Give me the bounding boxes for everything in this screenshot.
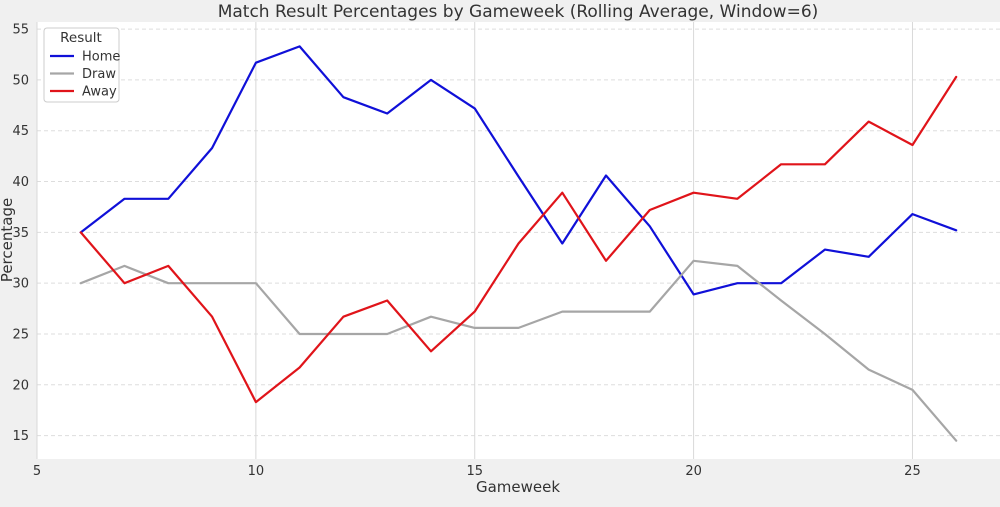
- y-axis-ticks: 15 20 25 30 35 40 45 50 55: [12, 23, 29, 445]
- x-axis-label: Gameweek: [476, 478, 560, 496]
- series-line-away: [79, 75, 958, 404]
- legend-title: Result: [60, 30, 102, 46]
- x-tick-label: 10: [248, 464, 265, 479]
- chart-title: Match Result Percentages by Gameweek (Ro…: [218, 2, 819, 22]
- legend-label-draw: Draw: [82, 67, 116, 82]
- grid: [36, 22, 1000, 459]
- x-tick-label: 25: [904, 464, 921, 479]
- y-tick-label: 35: [12, 226, 29, 241]
- series-line-home: [79, 45, 958, 296]
- x-tick-label: 15: [466, 464, 483, 479]
- x-tick-label: 20: [685, 464, 702, 479]
- legend: Result Home Draw Away: [43, 27, 120, 103]
- legend-box: [43, 27, 120, 103]
- legend-label-away: Away: [82, 85, 117, 100]
- plot-area: [37, 22, 1000, 459]
- legend-label-home: Home: [82, 50, 120, 65]
- y-tick-label: 55: [12, 23, 29, 38]
- y-tick-label: 30: [12, 277, 29, 292]
- y-tick-label: 50: [12, 73, 29, 88]
- x-tick-label: 5: [33, 464, 41, 479]
- y-axis-label: Percentage: [0, 198, 16, 282]
- y-tick-label: 20: [12, 378, 29, 393]
- x-axis-ticks: 5 10 15 20 25: [33, 464, 921, 479]
- y-tick-label: 40: [12, 175, 29, 190]
- y-tick-label: 25: [12, 327, 29, 342]
- legend-entries: Home Draw Away: [50, 50, 120, 100]
- series-lines: [79, 45, 958, 442]
- y-tick-label: 15: [12, 429, 29, 444]
- y-tick-label: 45: [12, 124, 29, 139]
- series-line-draw: [79, 259, 958, 442]
